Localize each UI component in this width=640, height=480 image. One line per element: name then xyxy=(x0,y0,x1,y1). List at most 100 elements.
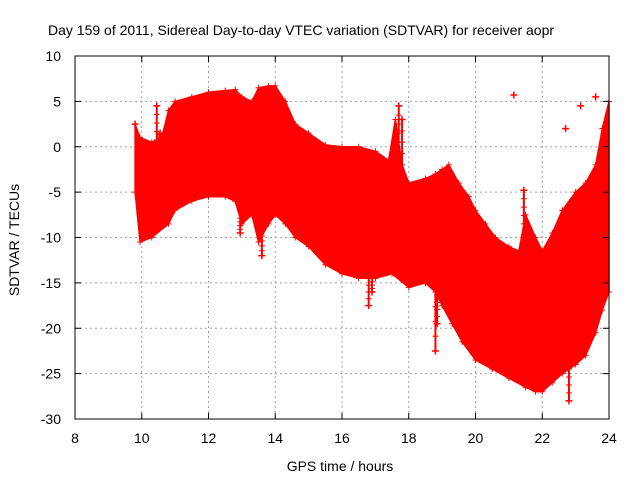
envelope-point xyxy=(265,220,272,227)
envelope-point xyxy=(592,329,599,336)
envelope-point xyxy=(282,98,289,105)
y-tick-label: -30 xyxy=(41,411,61,427)
envelope-point xyxy=(222,87,229,94)
envelope-point xyxy=(549,229,556,236)
envelope-point xyxy=(389,270,396,277)
envelope-point xyxy=(439,166,446,173)
outlier-point xyxy=(592,93,600,101)
envelope-point xyxy=(405,284,412,291)
envelope-point xyxy=(222,193,229,200)
envelope-point xyxy=(405,180,412,187)
envelope-point xyxy=(322,141,329,148)
y-tick-label: 10 xyxy=(45,48,61,64)
envelope-point xyxy=(255,84,262,91)
envelope-point xyxy=(172,98,179,105)
envelope-point xyxy=(248,98,255,105)
envelope-point xyxy=(472,207,479,214)
envelope-point xyxy=(232,86,239,93)
envelope-point xyxy=(422,279,429,286)
outlier-point xyxy=(510,91,518,99)
envelope-point xyxy=(272,211,279,218)
envelope-point xyxy=(339,270,345,277)
envelope-point xyxy=(489,366,496,373)
envelope-point xyxy=(455,180,462,187)
envelope-point xyxy=(449,320,456,327)
outlier-point xyxy=(441,184,449,192)
envelope-point xyxy=(188,198,195,205)
envelope-point xyxy=(559,207,566,214)
envelope-point xyxy=(172,207,179,214)
outlier-point xyxy=(156,129,164,137)
envelope-point xyxy=(582,180,589,187)
envelope-point xyxy=(432,170,439,177)
outlier-point xyxy=(365,302,373,310)
envelope-point xyxy=(549,379,556,386)
x-tick-label: 8 xyxy=(71,430,79,446)
envelope-point xyxy=(482,220,489,227)
envelope-point xyxy=(282,220,289,227)
outlier-point xyxy=(562,125,570,133)
envelope-point xyxy=(515,248,522,255)
envelope-point xyxy=(599,307,606,314)
envelope-point xyxy=(305,243,312,250)
envelope-point xyxy=(265,82,272,89)
envelope-point xyxy=(372,148,379,155)
y-tick-label: 5 xyxy=(53,93,61,109)
envelope-point xyxy=(385,157,392,164)
envelope-point xyxy=(148,234,155,241)
envelope-point xyxy=(148,139,155,146)
envelope-point xyxy=(292,121,299,128)
data-layer xyxy=(131,82,612,405)
envelope-point xyxy=(599,125,606,132)
outlier-point xyxy=(258,252,266,260)
envelope-point xyxy=(532,234,539,241)
outlier-point xyxy=(573,342,581,350)
chart-title: Day 159 of 2011, Sidereal Day-to-day VTE… xyxy=(48,22,554,38)
envelope-point xyxy=(572,189,579,196)
x-tick-label: 12 xyxy=(201,430,217,446)
x-tick-label: 16 xyxy=(334,430,350,446)
envelope-point xyxy=(572,361,579,368)
envelope-point xyxy=(305,130,312,137)
y-tick-label: -5 xyxy=(49,184,62,200)
envelope-point xyxy=(188,93,195,100)
x-tick-label: 24 xyxy=(601,430,617,446)
x-tick-label: 10 xyxy=(134,430,150,446)
envelope-point xyxy=(272,82,279,89)
envelope-point xyxy=(238,93,245,100)
envelope-point xyxy=(255,239,262,246)
envelope-point xyxy=(439,302,446,309)
envelope-point xyxy=(422,175,429,182)
envelope-point xyxy=(322,261,329,268)
y-tick-label: -20 xyxy=(41,320,61,336)
outlier-point xyxy=(153,102,161,110)
envelope-point xyxy=(205,89,212,96)
y-tick-label: -10 xyxy=(41,230,61,246)
outlier-point xyxy=(520,186,528,194)
outlier-point xyxy=(368,288,376,296)
envelope-point xyxy=(232,198,239,205)
envelope-point xyxy=(459,338,466,345)
envelope-point xyxy=(248,211,255,218)
outlier-point xyxy=(431,347,439,355)
envelope-point xyxy=(522,384,529,391)
outlier-point xyxy=(236,229,244,237)
y-tick-label: 0 xyxy=(53,139,61,155)
envelope-point xyxy=(292,234,299,241)
outlier-point xyxy=(398,116,406,124)
envelope-point xyxy=(559,370,566,377)
envelope-point xyxy=(505,375,512,382)
outlier-point xyxy=(577,102,585,110)
envelope-point xyxy=(582,352,589,359)
envelope-point xyxy=(505,243,512,250)
envelope-point xyxy=(539,388,546,395)
envelope-point xyxy=(137,239,144,246)
envelope-point xyxy=(132,189,139,196)
envelope-point xyxy=(492,234,499,241)
envelope-point xyxy=(532,388,539,395)
envelope-point xyxy=(339,143,345,150)
envelope-point xyxy=(592,161,599,168)
envelope-point xyxy=(472,357,479,364)
x-tick-label: 20 xyxy=(468,430,484,446)
x-tick-label: 14 xyxy=(267,430,283,446)
